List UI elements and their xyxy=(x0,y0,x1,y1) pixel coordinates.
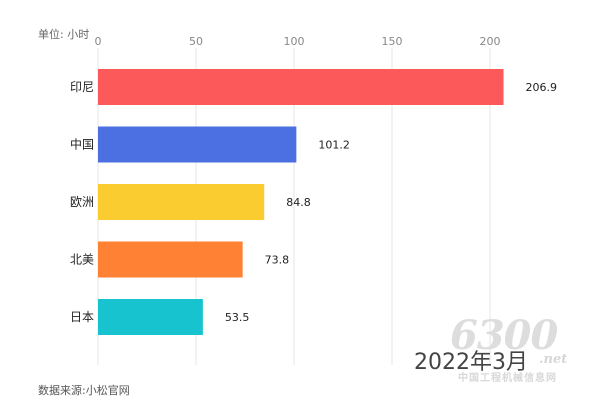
source-label: 数据来源:小松官网 xyxy=(38,384,130,397)
bar xyxy=(98,241,243,278)
value-label: 73.8 xyxy=(265,254,290,267)
watermark-number: 6300 xyxy=(450,312,558,359)
x-tick-label: 100 xyxy=(284,35,305,48)
bar xyxy=(98,69,504,105)
category-label: 印尼 xyxy=(70,80,94,94)
value-label: 53.5 xyxy=(225,311,250,324)
category-label: 日本 xyxy=(70,310,94,324)
unit-label: 单位: 小时 xyxy=(38,28,90,41)
bar xyxy=(98,184,265,220)
watermark-site-name: 中国工程机械信息网 xyxy=(458,373,557,384)
bar xyxy=(98,126,297,163)
bar xyxy=(98,299,203,335)
x-tick-label: 50 xyxy=(189,35,203,48)
watermark-suffix: .net xyxy=(539,352,568,367)
category-label: 北美 xyxy=(70,253,94,267)
category-label: 中国 xyxy=(70,137,94,152)
x-tick-label: 0 xyxy=(95,35,102,48)
value-label: 101.2 xyxy=(318,139,350,152)
value-label: 84.8 xyxy=(286,196,311,209)
value-label: 206.9 xyxy=(526,81,558,94)
x-tick-label: 150 xyxy=(382,35,403,48)
category-label: 欧洲 xyxy=(70,195,94,209)
period-label: 2022年3月 xyxy=(414,350,528,375)
x-tick-label: 200 xyxy=(480,35,501,48)
